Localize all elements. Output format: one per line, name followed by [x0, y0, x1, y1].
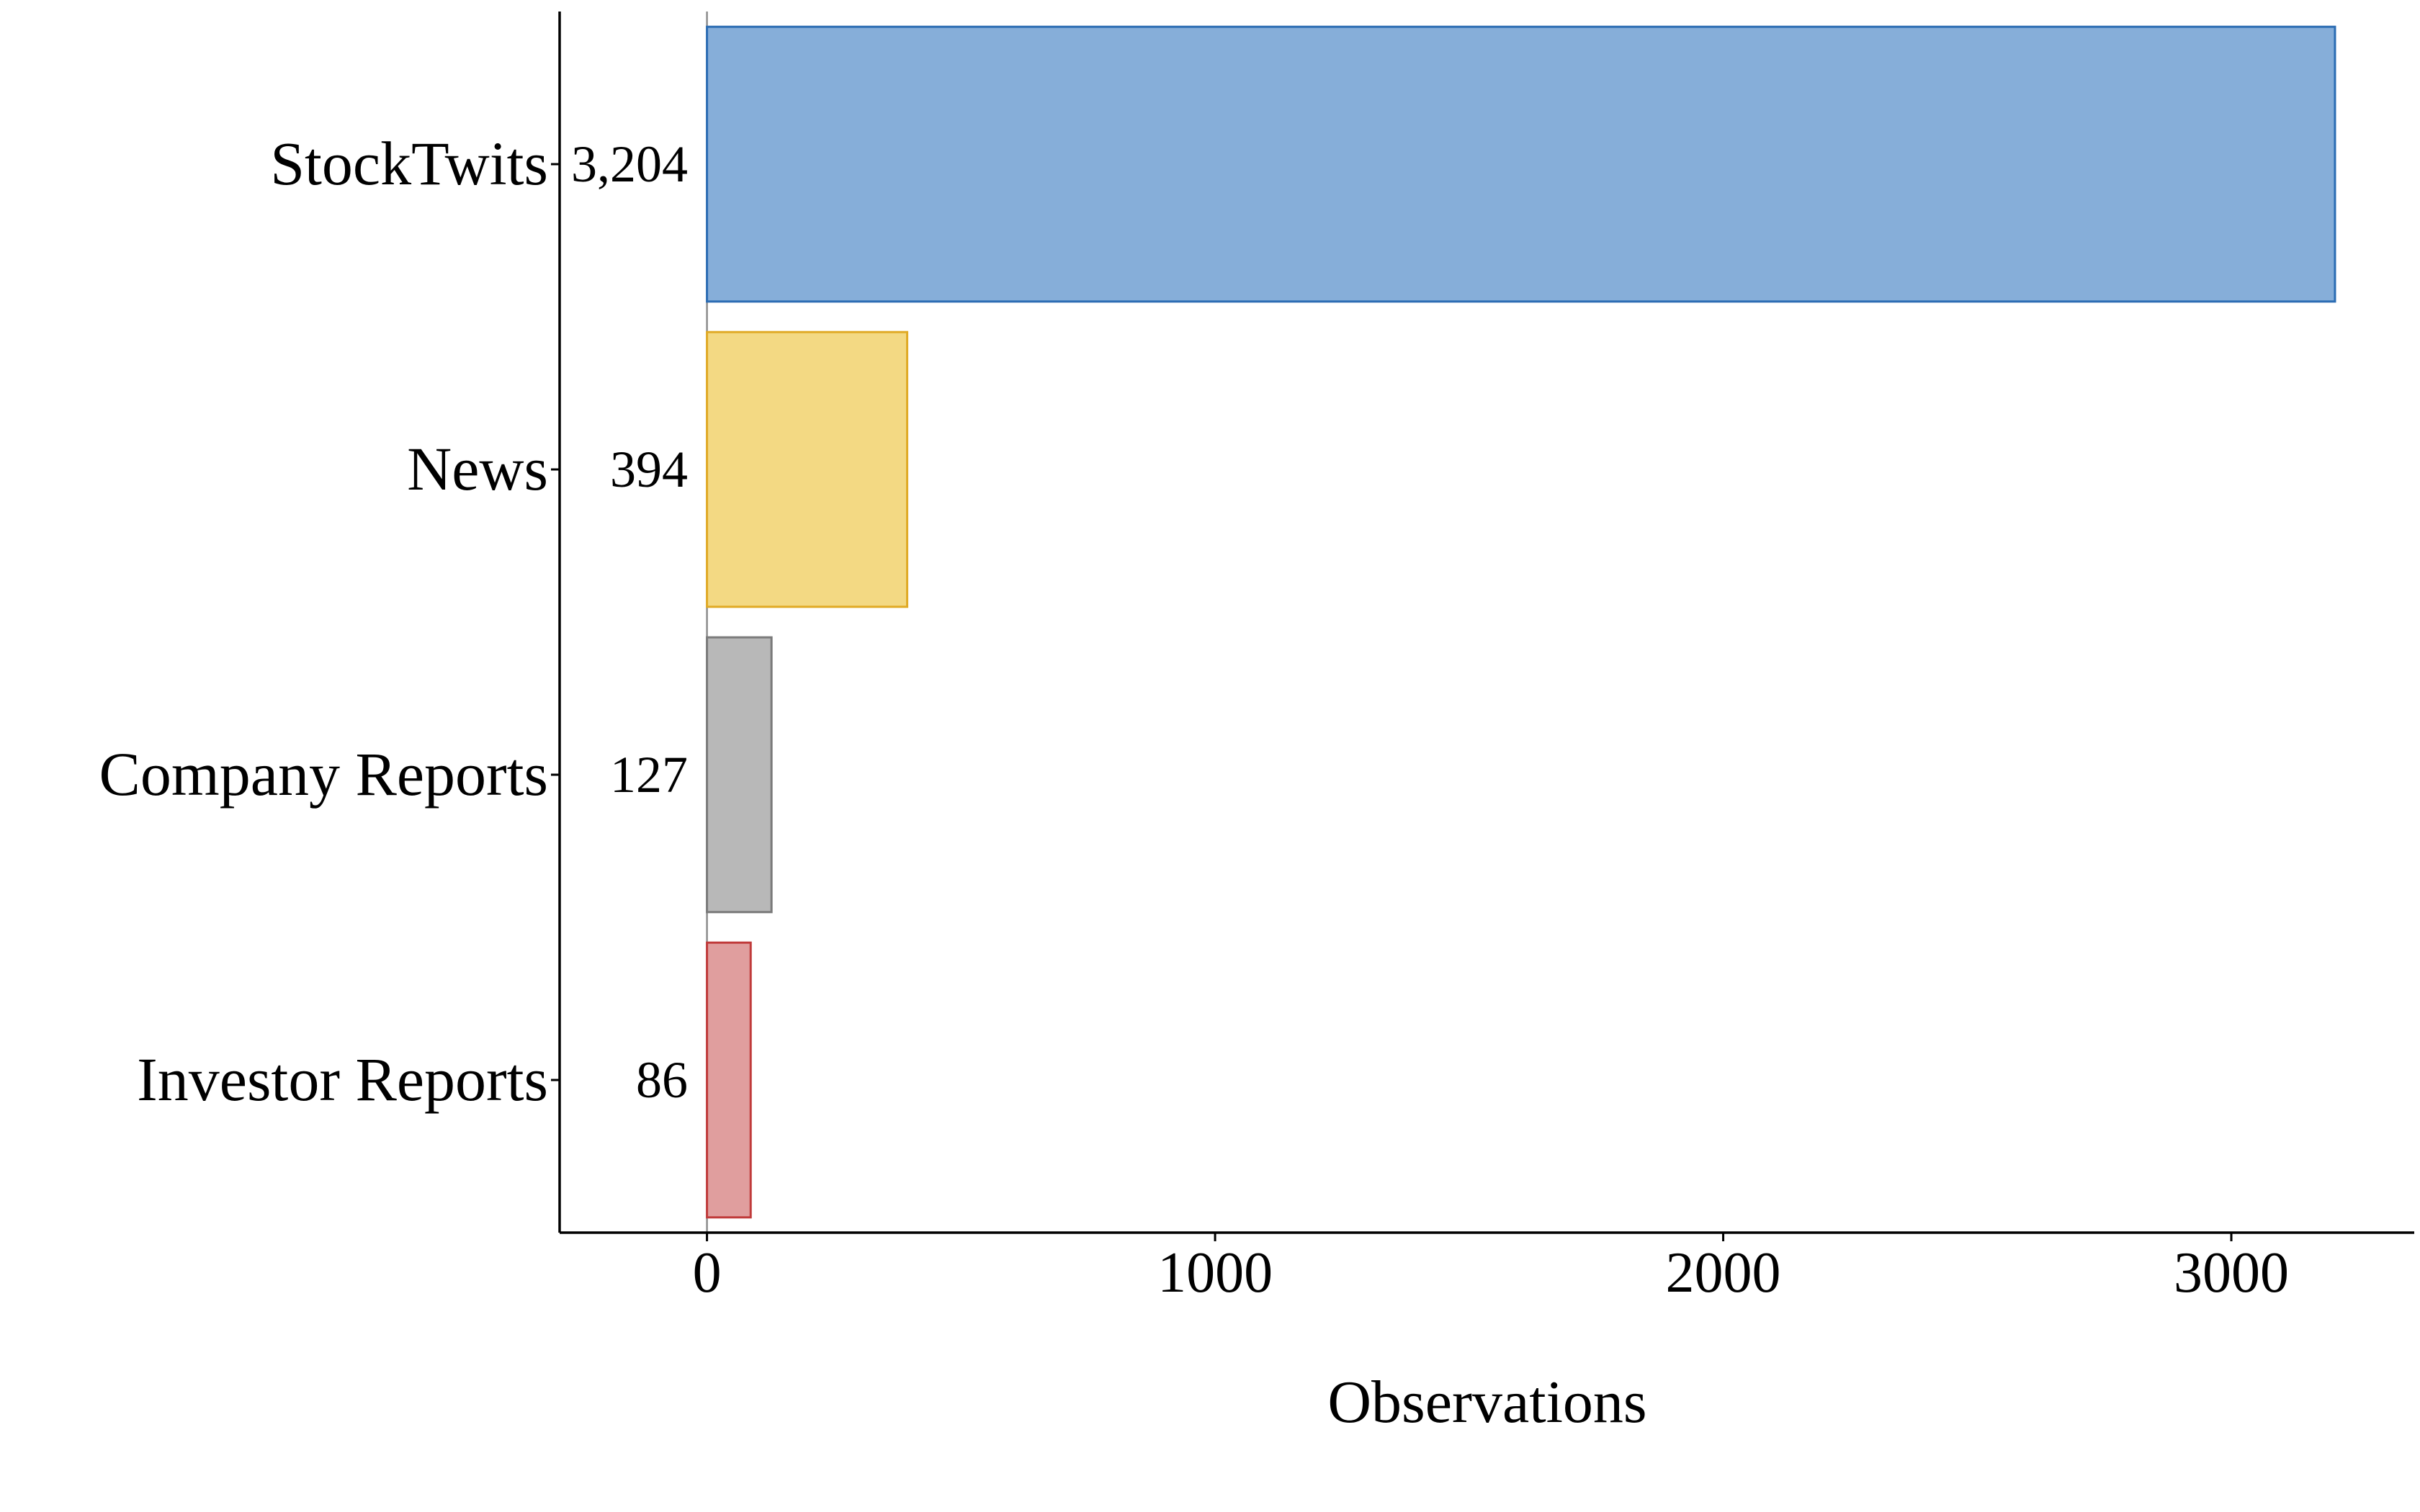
bar-news — [706, 330, 909, 608]
x-ticks: 0 1000 2000 3000 — [693, 1233, 2289, 1305]
bar-investor-reports — [706, 941, 752, 1219]
value-label-news: 394 — [610, 441, 688, 498]
category-label-company-reports: Company Reports — [99, 739, 548, 809]
axes-layer — [551, 12, 2414, 1234]
category-label-stocktwits: StockTwits — [270, 129, 548, 198]
value-labels: 3,204 394 127 86 — [571, 135, 688, 1109]
x-tick-label-3000: 3000 — [2174, 1241, 2289, 1305]
bar-company-reports — [706, 636, 773, 914]
x-tick-label-0: 0 — [693, 1241, 722, 1305]
category-label-investor-reports: Investor Reports — [137, 1045, 548, 1114]
category-label-news: News — [407, 434, 548, 503]
bars-layer — [706, 25, 2336, 1219]
value-label-company-reports: 127 — [610, 746, 688, 804]
x-tick-label-2000: 2000 — [1666, 1241, 1781, 1305]
category-labels: StockTwits News Company Reports Investor Re… — [99, 129, 548, 1114]
x-tick-label-1000: 1000 — [1157, 1241, 1273, 1305]
value-label-investor-reports: 86 — [636, 1051, 688, 1109]
x-axis-title: Observations — [1327, 1369, 1646, 1436]
value-label-stocktwits: 3,204 — [571, 135, 688, 193]
bar-stocktwits — [706, 25, 2336, 303]
